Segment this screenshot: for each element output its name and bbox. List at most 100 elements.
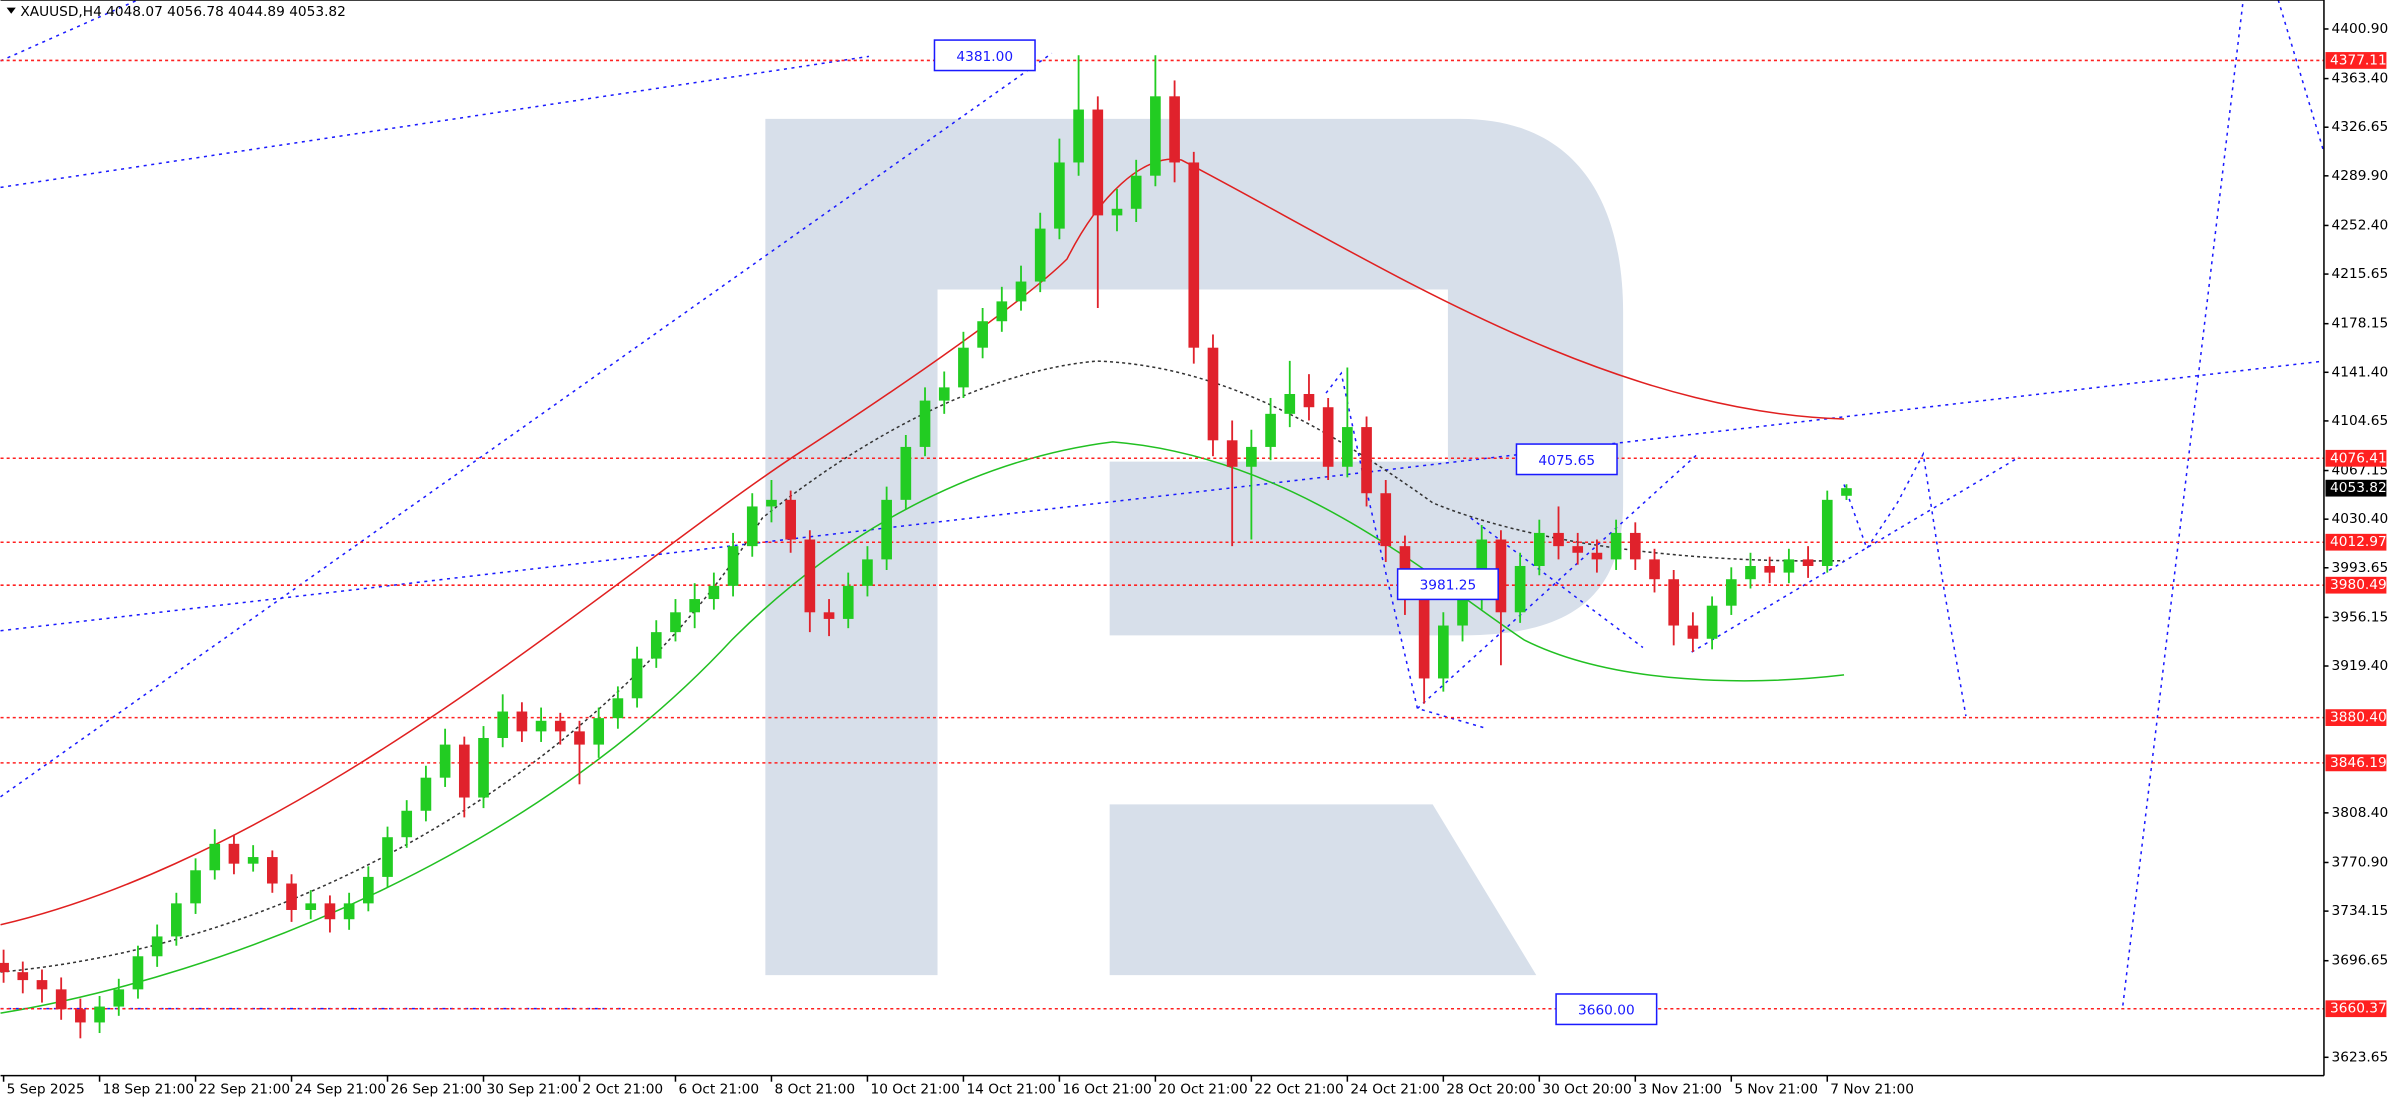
x-tick-label: 28 Oct 20:00 [1446,1081,1535,1097]
x-tick-label: 24 Oct 21:00 [1350,1081,1439,1097]
y-tick-label: 3696.65 [2332,953,2389,969]
candle-body [113,989,125,1007]
candle-body [1073,109,1084,163]
candle-body [382,837,393,877]
moving-average [0,360,1845,973]
candle-body [1821,499,1833,566]
candle-body [1783,559,1795,573]
forecast-lines [0,0,2325,1010]
candle-body [75,1009,86,1023]
x-tick-label: 20 Oct 21:00 [1158,1081,1247,1097]
candle-body [881,499,892,560]
candle-body [1246,446,1257,467]
candle-body [267,857,278,884]
menu-triangle [6,7,16,14]
candle-body [996,301,1008,322]
x-tick-label: 22 Sep 21:00 [199,1081,290,1097]
x-tick-label: 2 Oct 21:00 [583,1081,664,1097]
candle-body [1207,347,1219,441]
candle-body [1169,96,1180,163]
candle-body [497,711,509,738]
candle-body [900,446,912,500]
moving-average [0,441,1845,1014]
candle-body [689,599,700,613]
candle-body [132,956,144,990]
level-label-bg [2325,533,2387,551]
level-label: 3880.40 [2330,710,2387,726]
candle-body [1706,605,1718,639]
candle-body [1668,579,1680,626]
candle-body [324,903,336,920]
current-price-bg [2325,479,2387,497]
candle-body [785,499,796,540]
candle-body [593,718,605,745]
trend-line [1691,456,2020,653]
candle-body [535,720,547,732]
candle-body [1342,427,1353,467]
candle-body [1226,440,1238,467]
candle-body [938,387,950,401]
candle-body [1265,413,1276,447]
candle-body [574,731,585,745]
x-tick-label: 14 Oct 21:00 [966,1081,1055,1097]
candle-body [401,810,413,838]
annotation-box [1396,568,1499,601]
candle-body [439,744,451,778]
candle-body [708,585,720,600]
level-label: 3846.19 [2330,755,2387,771]
x-tick-label: 7 Nov 21:00 [1830,1081,1914,1097]
level-label: 4377.11 [2330,52,2387,68]
x-tick-label: 8 Oct 21:00 [775,1081,856,1097]
candle-body [36,980,48,990]
annotation-box [933,39,1036,72]
moving-average [0,158,1845,926]
candle-body [1015,281,1027,302]
candle-body [842,585,854,619]
candle-body [1150,96,1161,176]
logo-r [765,118,1624,976]
candle-body [1572,546,1584,553]
level-label-bg [2325,1000,2387,1018]
candle-body [554,720,566,732]
level-label-bg [2325,52,2387,69]
axes: 4400.90 4363.40 4326.65 4289.90 4252.40 4215.… [2,21,2389,1097]
annotation-label: 4381.00 [956,49,1013,65]
y-tick-label: 3956.15 [2332,609,2389,625]
y-tick-label: 4178.15 [2332,316,2389,332]
chart-title: XAUUSD,H4 4048.07 4056.78 4044.89 4053.8… [20,4,346,20]
candle-body [362,876,374,904]
level-label-bg [2325,709,2387,726]
y-tick-label: 3993.65 [2332,560,2389,576]
y-tick-label: 4252.40 [2332,217,2389,233]
candle-body [804,539,816,613]
x-tick-label: 24 Sep 21:00 [295,1081,386,1097]
trend-line [0,0,138,62]
candle-body [151,936,163,957]
level-label: 4012.97 [2330,534,2387,550]
candle-body [766,499,777,507]
current-price-label: 4053.82 [2330,480,2387,496]
y-tick-label: 4363.40 [2332,71,2389,87]
candle-body [1284,393,1296,414]
candle-body [612,698,624,719]
candle-body [1610,532,1622,560]
candle-body [1533,532,1545,566]
x-tick-label: 26 Sep 21:00 [391,1081,482,1097]
candle-body [55,989,67,1010]
candle-body [1188,162,1200,348]
y-tick-label: 4289.90 [2332,168,2389,184]
x-tick-label: 18 Sep 21:00 [103,1081,194,1097]
candle-body [1629,532,1641,560]
candle-body [286,883,297,910]
trend-line [0,52,1053,798]
candle-body [209,843,221,871]
candle-body [1303,393,1315,408]
level-label-bg [2325,754,2387,772]
trend-line [1470,517,1644,649]
candle-body [171,903,182,937]
candle-body [1514,565,1526,613]
annotation-label: 3981.25 [1420,578,1477,594]
candle-body [228,843,240,864]
trend-line [0,55,870,189]
